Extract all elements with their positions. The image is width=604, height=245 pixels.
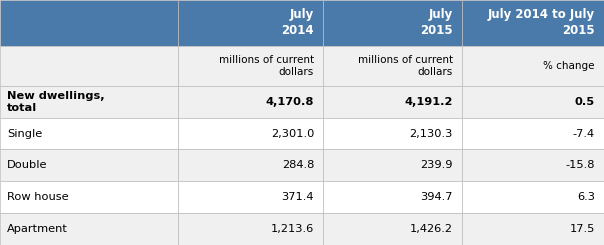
Bar (323, 0, 462, 46)
Text: 394.7: 394.7 (420, 192, 453, 202)
Text: 371.4: 371.4 (281, 192, 314, 202)
Text: Double: Double (7, 160, 48, 171)
Bar (462, 0, 604, 46)
Bar (462, 118, 604, 149)
Bar (178, 149, 323, 181)
Bar (0, 46, 178, 86)
Text: -7.4: -7.4 (573, 129, 595, 139)
Text: Row house: Row house (7, 192, 69, 202)
Text: 17.5: 17.5 (570, 224, 595, 234)
Bar (0, 86, 178, 118)
Text: 4,191.2: 4,191.2 (405, 97, 453, 107)
Text: millions of current
dollars: millions of current dollars (219, 55, 314, 77)
Bar (323, 118, 462, 149)
Bar (178, 181, 323, 213)
Bar (0, 213, 178, 245)
Bar (178, 213, 323, 245)
Text: Single: Single (7, 129, 42, 139)
Bar (323, 46, 462, 86)
Bar (462, 46, 604, 86)
Bar (323, 86, 462, 118)
Bar (462, 149, 604, 181)
Text: New dwellings,
total: New dwellings, total (7, 91, 105, 113)
Bar (178, 86, 323, 118)
Bar (0, 181, 178, 213)
Bar (323, 213, 462, 245)
Text: July
2015: July 2015 (420, 8, 453, 37)
Bar (0, 118, 178, 149)
Text: 6.3: 6.3 (577, 192, 595, 202)
Text: millions of current
dollars: millions of current dollars (358, 55, 453, 77)
Text: 239.9: 239.9 (420, 160, 453, 171)
Bar (178, 0, 323, 46)
Text: 4,170.8: 4,170.8 (266, 97, 314, 107)
Text: 2,130.3: 2,130.3 (410, 129, 453, 139)
Bar (462, 181, 604, 213)
Bar (462, 86, 604, 118)
Text: 2,301.0: 2,301.0 (271, 129, 314, 139)
Bar (462, 213, 604, 245)
Text: July 2014 to July
2015: July 2014 to July 2015 (488, 8, 595, 37)
Text: 1,426.2: 1,426.2 (410, 224, 453, 234)
Text: 1,213.6: 1,213.6 (271, 224, 314, 234)
Bar (0, 0, 178, 46)
Text: 0.5: 0.5 (575, 97, 595, 107)
Bar (323, 181, 462, 213)
Text: 284.8: 284.8 (281, 160, 314, 171)
Text: July
2014: July 2014 (281, 8, 314, 37)
Text: Apartment: Apartment (7, 224, 68, 234)
Bar (178, 46, 323, 86)
Text: -15.8: -15.8 (565, 160, 595, 171)
Text: % change: % change (544, 61, 595, 71)
Bar (0, 149, 178, 181)
Bar (178, 118, 323, 149)
Bar (323, 149, 462, 181)
